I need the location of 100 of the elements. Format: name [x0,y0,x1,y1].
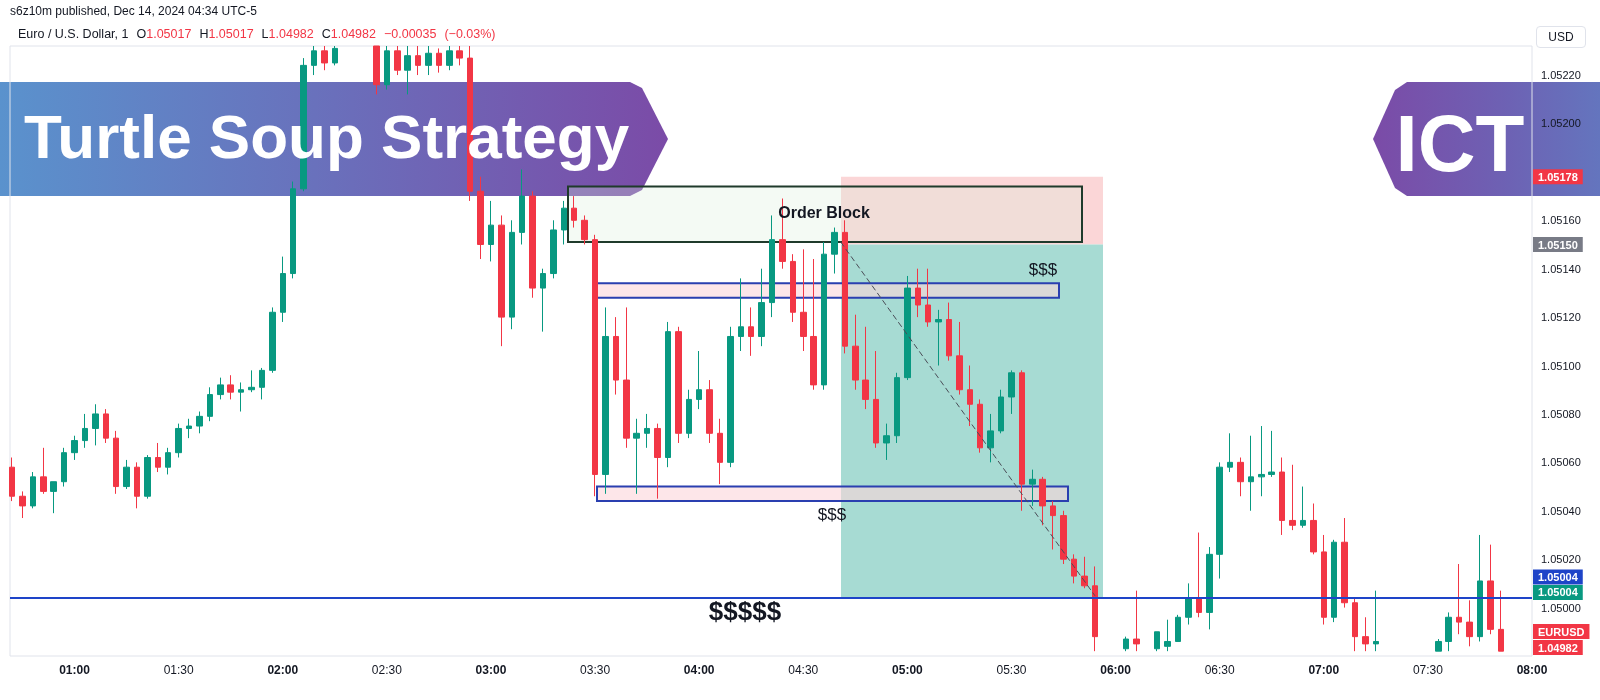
candlestick [727,326,734,468]
candlestick [61,447,67,488]
y-tick-label: 1.05020 [1541,553,1581,566]
candlestick [9,457,15,502]
candlestick [134,461,140,509]
candlestick [477,176,484,260]
candlestick [425,45,432,76]
text: 1.05150 [1538,238,1578,251]
candlestick [1060,510,1067,565]
candlestick [1435,638,1442,652]
candlestick [665,321,671,468]
candlestick [155,442,161,473]
candlestick [1279,457,1285,536]
candlestick [935,309,942,367]
text: 1.04982 [1538,641,1578,654]
candlestick [904,275,911,381]
x-tick-label: 03:30 [580,663,611,677]
x-tick-label: 07:00 [1308,663,1340,677]
candlestick [915,268,921,318]
y-tick-label: 1.05200 [1541,117,1581,130]
candlestick [238,381,244,413]
candlestick [561,200,567,245]
candlestick [113,430,119,495]
text: 1.05004 [1538,586,1579,599]
x-tick-label: 03:00 [475,663,507,677]
candlestick [186,418,192,439]
candlestick [1373,590,1379,652]
candlestick [217,377,224,400]
candlestick [498,214,505,347]
candlestick [1331,539,1337,623]
candlestick [1164,619,1171,652]
candlestick [1477,534,1483,642]
candlestick [998,389,1004,434]
candlestick [852,314,859,391]
candlestick [654,423,661,500]
candlestick [456,45,463,66]
chart-subtitle: Euro / U.S. Dollar, 1 [18,27,129,41]
y-tick-label: 1.05000 [1541,601,1581,614]
candlestick [706,379,713,444]
candlestick [1310,503,1317,555]
candlestick [394,45,401,76]
candlestick [1206,546,1213,630]
candlestick [436,47,442,74]
candlestick [509,219,515,330]
candlestick [644,413,650,449]
candlestick [571,195,577,229]
candlestick [82,413,88,449]
candlestick [1154,631,1160,652]
candlestick [196,411,203,434]
y-tick-label: 1.05080 [1541,407,1581,420]
candlestick [1008,369,1015,415]
candlestick [404,45,411,95]
candlestick [1268,430,1275,478]
candlestick [956,321,963,396]
candlestick [1248,435,1254,512]
x-tick-label: 02:00 [267,663,299,677]
candlestick [488,200,494,262]
candlestick [1216,461,1223,580]
candlestick [738,277,744,352]
candlestick [1237,457,1244,497]
candlestick [290,181,296,279]
x-tick-label: 06:30 [1204,663,1236,677]
x-tick-label: 08:00 [1516,663,1548,677]
candlestick [144,454,151,500]
candlestick [446,45,453,71]
candlestick [758,268,765,347]
candlestick [1352,597,1358,652]
candlestick [1466,599,1473,647]
candlestick [321,45,328,71]
x-tick-label: 01:00 [59,663,91,677]
candlestick [873,350,879,449]
candlestick [248,369,255,393]
candlestick [675,326,682,444]
candlestick [1498,590,1504,652]
candlestick [769,214,775,318]
y-tick-label: 1.05040 [1541,504,1581,517]
candlestick [987,413,994,463]
text: s6z10m published, Dec 14, 2024 04:34 UTC-5 [10,4,257,18]
y-tick-label: 1.05160 [1541,214,1581,227]
candlestick [1071,553,1077,584]
candlestick [925,268,931,328]
candlestick [529,190,536,299]
candlestick [259,367,265,400]
candlestick [373,45,380,95]
candlestick [1092,565,1098,652]
candlestick [790,253,796,323]
candlestick [633,418,640,495]
candlestick [592,234,598,497]
candlestick [71,435,78,461]
x-tick-label: 05:00 [892,663,924,677]
candlestick [1445,611,1452,652]
x-tick-label: 07:30 [1412,663,1444,677]
candlestick [883,423,890,461]
candlestick [1456,563,1462,635]
candlestick [384,45,390,91]
candlestick [717,418,723,485]
candlestick [581,214,588,245]
candlestick [686,389,692,439]
candlestick [613,316,619,396]
candlestick [946,302,952,362]
